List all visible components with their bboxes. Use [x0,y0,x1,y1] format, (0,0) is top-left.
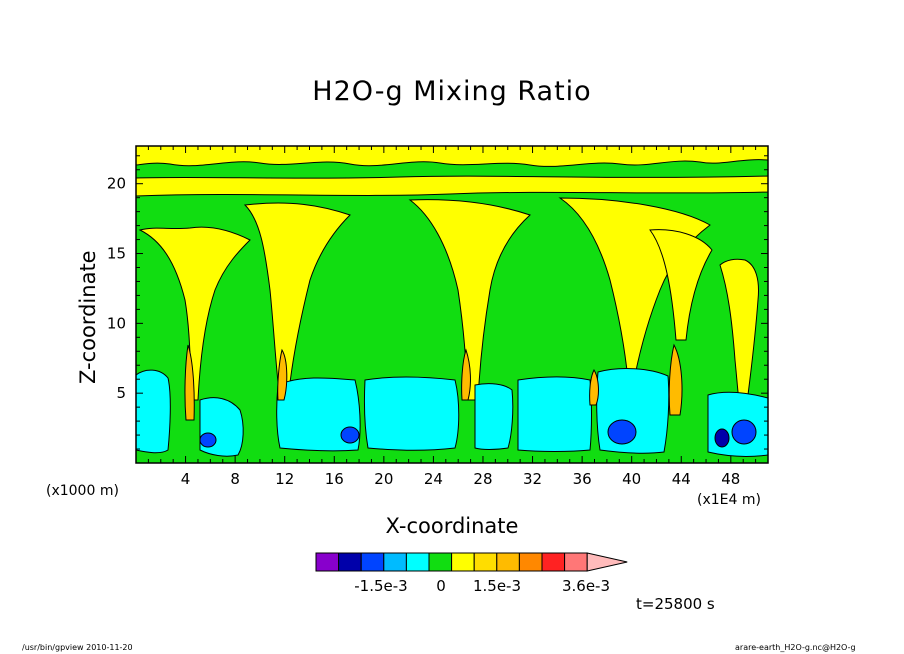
field-blue-3 [607,419,637,445]
field-cyan-3 [276,377,361,452]
x-tick-label: 28 [473,470,492,488]
field-cyan-5 [474,383,514,450]
field-blue-1 [199,432,217,448]
time-label: t=25800 s [636,595,715,613]
x-axis-label: X-coordinate [385,514,519,538]
colorbar-swatch [360,552,385,572]
colorbar-swatch [338,552,362,572]
field-yellow-plume-6 [719,258,759,411]
field-cyan-1 [136,369,171,454]
colorbar-swatch [473,552,498,572]
field-yellow-plume-5 [649,229,713,341]
field-cyan-2 [199,397,244,457]
field-orange-2 [277,348,288,401]
chart-title: H2O-g Mixing Ratio [312,76,592,107]
x-tick-label: 40 [622,470,641,488]
field-blue-4 [731,419,757,445]
colorbar-label: 0 [436,577,446,595]
colorbar-arrow [586,552,628,572]
y-axis-ticks: 5 10 15 20 [107,155,768,450]
field-cyan-4 [363,376,460,451]
colorbar-swatch [451,552,475,572]
field-yellow-top [136,146,768,167]
y-tick-label: 15 [107,245,126,263]
field-cyan-6 [517,376,592,452]
x-tick-label: 8 [230,470,240,488]
y-tick-label: 10 [107,314,126,332]
colorbar-swatch [518,552,543,572]
colorbar-label: 1.5e-3 [473,577,521,595]
colorbar-swatch [541,552,566,572]
plot-frame [135,145,769,464]
colorbar-swatch [496,552,520,572]
colorbar-label: 3.6e-3 [562,577,610,595]
x-tick-label: 16 [325,470,344,488]
x-tick-label: 12 [275,470,294,488]
x-unit-right-label: (x1E4 m) [697,492,761,508]
footer-right-text: arare-earth_H2O-g.nc@H2O-g [735,643,856,652]
x-tick-label: 20 [374,470,393,488]
x-unit-left-label: (x1000 m) [46,483,119,499]
footer-left-text: /usr/bin/gpview 2010-11-20 [22,643,133,652]
field-yellow-plume-3 [408,199,531,401]
field-yellow-plume-1 [138,226,251,401]
colorbar-swatch [428,552,453,572]
field-blue-2 [340,426,360,444]
x-axis-ticks: 4 8 12 16 20 24 28 32 36 40 44 48 [147,146,757,488]
x-tick-label: 24 [424,470,443,488]
x-tick-label: 48 [721,470,740,488]
field-blue-5 [714,428,730,448]
x-tick-label: 44 [672,470,691,488]
field-yellow-band-20 [136,175,768,197]
heatmap-field [136,146,768,463]
x-tick-label: 4 [181,470,191,488]
y-axis-label: Z-coordinate [76,250,100,384]
field-yellow-plume-2 [243,202,351,401]
y-tick-label: 20 [107,175,126,193]
y-tick-label: 5 [116,384,126,402]
colorbar-swatch [383,552,407,572]
field-orange-3 [461,348,471,401]
field-orange-5 [589,368,599,406]
field-cyan-7 [596,368,670,454]
colorbar-swatch [315,552,340,572]
field-orange-4 [668,343,683,416]
field-orange-1 [184,344,195,421]
colorbar-swatch [564,552,588,572]
x-tick-label: 36 [573,470,592,488]
colorbar-swatch [405,552,430,572]
colorbar-label: -1.5e-3 [354,577,407,595]
x-tick-label: 32 [523,470,542,488]
colorbar: -1.5e-3 0 1.5e-3 3.6e-3 [315,552,628,595]
